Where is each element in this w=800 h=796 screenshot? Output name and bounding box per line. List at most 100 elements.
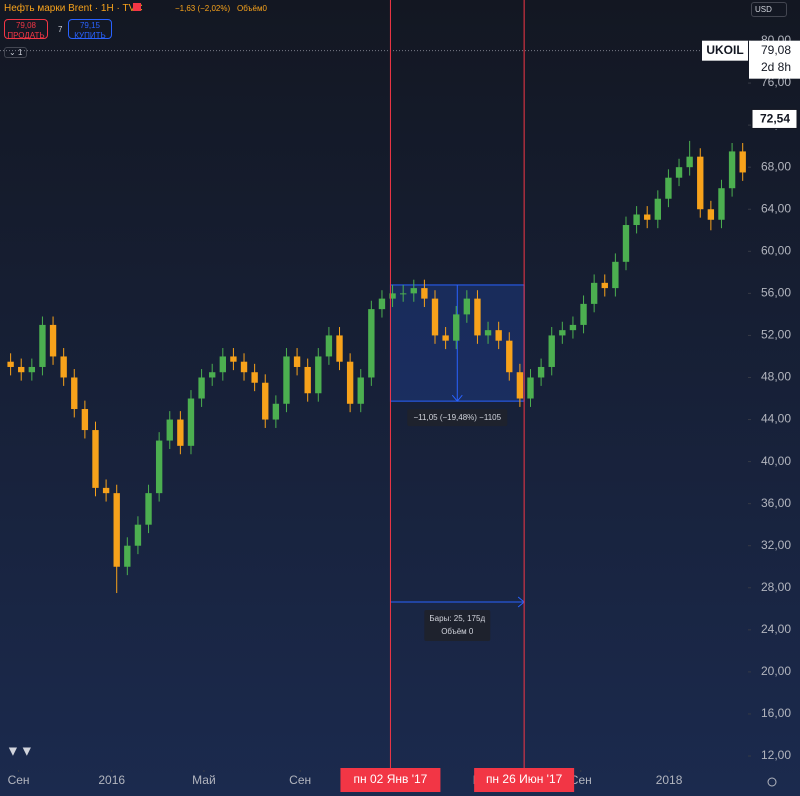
symbol-box xyxy=(702,40,748,61)
volume: Объём0 xyxy=(237,4,267,13)
candle-body xyxy=(272,403,280,420)
candle-body xyxy=(389,293,396,299)
candle-body xyxy=(739,151,746,173)
bars-label: Бары: 25, 175д xyxy=(429,614,485,623)
candle-body xyxy=(346,361,354,404)
flag[interactable] xyxy=(133,3,141,11)
price-box xyxy=(749,40,800,79)
candle-body xyxy=(155,440,163,494)
candle-body xyxy=(463,298,471,315)
logo: ▼▼ xyxy=(6,743,34,759)
candle-body xyxy=(633,214,640,226)
candle-body xyxy=(357,377,364,404)
date-label: пн 02 Янв '17 xyxy=(354,772,428,786)
candle-body xyxy=(209,372,216,378)
last-price-label: 79,08 xyxy=(761,43,791,57)
y-tick-label: 68,00 xyxy=(761,159,791,173)
candle-body xyxy=(7,361,14,367)
candle-body xyxy=(580,303,587,325)
candle-body xyxy=(251,372,258,383)
candle-body xyxy=(474,298,481,336)
candle-body xyxy=(49,324,57,357)
candle-body xyxy=(516,372,524,399)
candle-body xyxy=(240,361,248,373)
candle-body xyxy=(644,214,651,220)
candle-body xyxy=(60,356,67,378)
candle-body xyxy=(177,419,184,446)
candle-body xyxy=(421,288,428,299)
candle-body xyxy=(336,335,343,362)
measure-label-bg xyxy=(407,409,508,427)
spread: 7 xyxy=(58,25,63,34)
candle-body xyxy=(495,330,502,341)
candle-body xyxy=(219,356,226,373)
candle-body xyxy=(537,366,545,378)
candle-body xyxy=(569,324,577,331)
candle-body xyxy=(304,366,311,394)
candle-body xyxy=(28,366,36,373)
candle-body xyxy=(718,188,725,220)
y-tick-label: 40,00 xyxy=(761,454,791,468)
candle-body xyxy=(102,487,110,494)
y-tick-label: 24,00 xyxy=(761,622,791,636)
x-tick-label: Сен xyxy=(8,773,30,787)
x-tick-label: 2018 xyxy=(656,773,683,787)
symbol[interactable]: Нефть марки Brent · 1Н · TVC xyxy=(4,3,143,14)
buy-price: 79,15 xyxy=(79,21,101,30)
arrow-head xyxy=(451,394,463,402)
pane-toggle[interactable]: ⌄ 1 xyxy=(4,47,28,58)
candle-body xyxy=(686,156,693,168)
date-label: пн 26 Июн '17 xyxy=(486,772,563,786)
candle-body xyxy=(622,225,630,262)
candle-body xyxy=(18,366,25,373)
candle-body xyxy=(166,419,173,441)
y-tick-label: 76,00 xyxy=(761,75,791,89)
candle-body xyxy=(612,261,619,289)
candle-body xyxy=(697,156,704,210)
y-tick-label: 32,00 xyxy=(761,538,791,552)
candle-body xyxy=(399,293,407,295)
settings-icon[interactable] xyxy=(767,777,777,787)
date-label-bg xyxy=(474,768,575,792)
candle-body xyxy=(527,377,534,399)
candle-body xyxy=(431,298,439,336)
crosshair-box xyxy=(751,108,798,129)
buy-label: КУПИТЬ xyxy=(74,31,106,40)
x-tick-label: Май xyxy=(192,773,216,787)
y-tick-label: 36,00 xyxy=(761,496,791,510)
candle-body xyxy=(81,409,89,431)
candle-body xyxy=(315,356,322,394)
candle-body xyxy=(442,335,449,341)
candle-body xyxy=(283,356,290,404)
x-tick-label: 2016 xyxy=(98,773,125,787)
candle-body xyxy=(262,382,269,420)
candle-body xyxy=(728,151,736,189)
candle-body xyxy=(187,398,195,446)
candle-body xyxy=(145,493,152,525)
candle-body xyxy=(124,545,131,567)
y-tick-label: 60,00 xyxy=(761,243,791,257)
candle-body xyxy=(484,330,492,336)
x-tick-label: Сен xyxy=(289,773,311,787)
candle-body xyxy=(325,335,333,357)
countdown: 2d 8h xyxy=(761,60,791,74)
candle-body xyxy=(665,177,672,199)
candle-body xyxy=(134,524,142,546)
candle-body xyxy=(293,356,301,367)
sell-button[interactable]: 79,08 ПРОДАТЬ xyxy=(4,19,48,40)
sell-label: ПРОДАТЬ xyxy=(7,31,45,40)
candle-body xyxy=(601,282,608,289)
pane-label: 1 xyxy=(17,48,23,57)
candle-body xyxy=(590,282,598,304)
y-tick-label: 20,00 xyxy=(761,664,791,678)
change: −1,63 (−2,02%) xyxy=(175,4,231,13)
volume-label: Объём 0 xyxy=(441,627,474,636)
currency[interactable]: USD xyxy=(751,2,787,17)
candle-body xyxy=(71,377,78,410)
candle-body xyxy=(675,167,683,178)
candle-body xyxy=(548,335,555,367)
buy-button[interactable]: 79,15 КУПИТЬ xyxy=(68,19,112,40)
candle-body xyxy=(230,356,237,362)
